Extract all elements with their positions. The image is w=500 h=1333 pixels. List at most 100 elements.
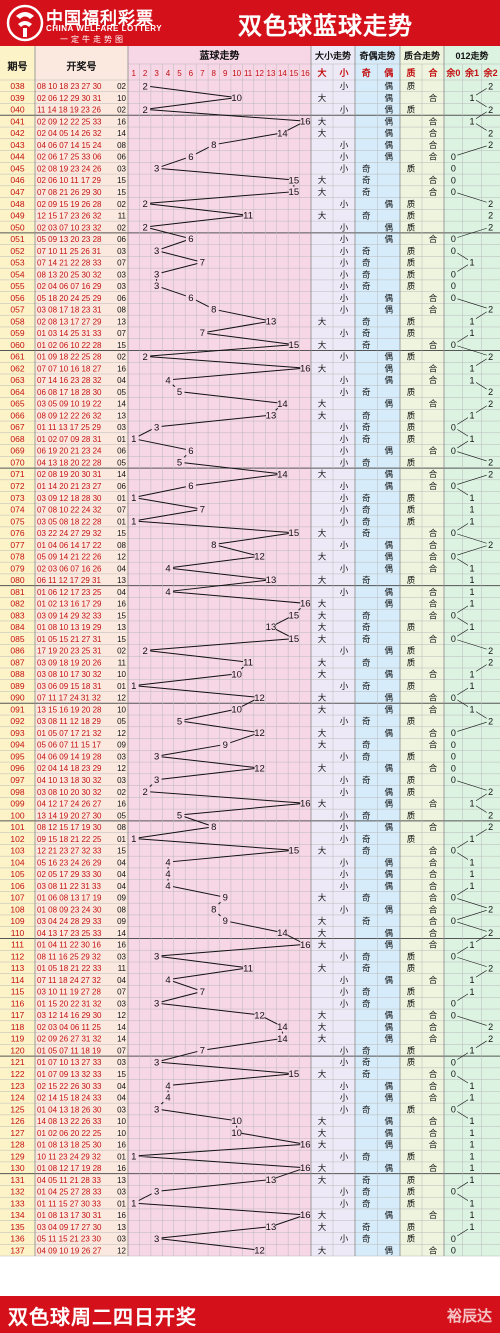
- grid-lines: [0, 46, 500, 1257]
- trend-point-label: 10: [231, 1116, 242, 1127]
- red-numbers-cell: 17 19 20 23 25 31: [37, 647, 102, 656]
- size-mark: 大: [318, 740, 327, 750]
- red-numbers-cell: 14 08 13 22 26 33: [37, 1117, 102, 1126]
- red-numbers-cell: 01 08 09 23 24 30: [37, 905, 102, 914]
- red-numbers-cell: 04 10 13 18 30 32: [37, 776, 102, 785]
- trend-point-bg: [265, 410, 276, 421]
- prime-mark: 质: [407, 622, 416, 632]
- blue-number-cell: 09: [117, 917, 126, 926]
- mod3-header: 012走势: [455, 50, 488, 61]
- prime-mark: 合: [429, 234, 438, 244]
- trend-point-label: 16: [300, 940, 311, 951]
- issue-cell: 051: [10, 234, 24, 244]
- header-banner: 中国福利彩票 CHINA WELFARE LOTTERY 一定牛走势图 双色球蓝…: [0, 0, 500, 46]
- trend-point-bg: [254, 727, 265, 738]
- size-mark: 大: [318, 469, 327, 479]
- red-numbers-cell: 06 11 12 17 29 31: [37, 576, 101, 585]
- parity-mark: 奇: [362, 740, 371, 750]
- mod3-point-bg: [449, 998, 458, 1009]
- size-mark: 小: [340, 810, 349, 820]
- prime-mark: 合: [429, 305, 438, 315]
- mod3-point-bg: [468, 433, 476, 444]
- trend-point-bg: [208, 139, 219, 150]
- size-mark: 大: [318, 1128, 327, 1138]
- prime-mark: 合: [429, 610, 438, 620]
- blue-number-cell: 15: [117, 341, 126, 350]
- trend-point-bg: [128, 492, 139, 503]
- red-numbers-cell: 05 09 14 21 22 26: [37, 553, 102, 562]
- trend-point-label: 7: [200, 1046, 205, 1057]
- blue-number-cell: 12: [117, 729, 126, 738]
- issue-cell: 087: [10, 657, 24, 667]
- trend-point-label: 14: [277, 128, 288, 139]
- blue-number-cell: 06: [117, 447, 126, 456]
- prime-mark: 质: [407, 998, 416, 1008]
- trend-point-bg: [243, 210, 254, 221]
- footer-banner: 双色球周二四日开奖 裕辰达: [0, 1296, 500, 1333]
- parity-mark: 奇: [362, 493, 371, 503]
- blue-number-cell: 07: [117, 329, 126, 338]
- trend-point-label: 16: [300, 1210, 311, 1221]
- issue-cell: 132: [10, 1187, 24, 1197]
- trend-point-label: 15: [289, 175, 300, 186]
- red-numbers-cell: 02 05 17 29 33 30: [37, 870, 102, 879]
- parity-mark: 偶: [384, 669, 393, 679]
- trend-tick-6: 6: [189, 69, 194, 78]
- trend-point-bg: [185, 480, 196, 491]
- trend-point-label: 10: [231, 93, 242, 104]
- blue-number-cell: 07: [117, 506, 126, 515]
- parity-mark: 偶: [384, 599, 393, 609]
- blue-number-cell: 03: [117, 423, 126, 432]
- size-mark: 大: [318, 1222, 327, 1232]
- numbers-header: 开奖号: [67, 60, 97, 73]
- parity-mark: 奇: [362, 516, 371, 526]
- mod3-trend-segment: [453, 779, 491, 792]
- issue-cell: 109: [10, 916, 24, 926]
- blue-number-cell: 13: [117, 1223, 126, 1232]
- red-numbers-cell: 04 06 09 14 19 28: [37, 752, 102, 761]
- prime-mark: 合: [429, 1128, 438, 1138]
- mod3-trend-segment: [453, 191, 491, 204]
- blue-number-cell: 06: [117, 235, 126, 244]
- issue-cell: 047: [10, 187, 24, 197]
- mod3-mark: 0: [451, 1010, 456, 1020]
- mod3-point-bg: [449, 280, 458, 291]
- size-mark: 大: [318, 928, 327, 938]
- parity-mark: 偶: [384, 469, 393, 479]
- size-mark: 大: [318, 93, 327, 103]
- mod3-point-bg: [468, 939, 476, 950]
- trend-point-bg: [208, 539, 219, 550]
- mod3-point-bg: [449, 1104, 458, 1114]
- parity-mark: 偶: [384, 1140, 393, 1150]
- blue-number-cell: 03: [117, 247, 126, 256]
- blue-number-cell: 14: [117, 1035, 126, 1044]
- blue-number-cell: 06: [117, 153, 126, 162]
- red-numbers-cell: 03 06 09 15 18 31: [37, 682, 102, 691]
- trend-point-bg: [231, 1115, 242, 1126]
- mod3-mark: 0: [451, 763, 456, 773]
- size-mark: 大: [318, 1022, 327, 1032]
- mod3-point-bg: [468, 374, 476, 385]
- prime-mark: 质: [407, 422, 416, 432]
- trend-tick-14: 14: [278, 69, 287, 78]
- issue-cell: 106: [10, 881, 24, 891]
- red-numbers-cell: 07 11 17 24 31 32: [37, 694, 101, 703]
- red-numbers-cell: 04 13 17 23 25 33: [37, 929, 102, 938]
- red-numbers-cell: 02 08 19 23 24 26: [37, 164, 102, 173]
- prime-mark: 质: [407, 516, 416, 526]
- trend-point-bg: [140, 222, 151, 232]
- blue-number-cell: 01: [117, 1199, 126, 1208]
- blue-number-cell: 07: [117, 1046, 126, 1055]
- prime-mark: 质: [407, 352, 416, 362]
- trend-point-bg: [140, 786, 151, 797]
- mod3-mark: 1: [469, 987, 474, 997]
- parity-mark: 奇: [362, 834, 371, 844]
- mod3-mark: 0: [451, 1104, 456, 1114]
- mod3-mark: 0: [451, 175, 456, 185]
- mod3-mark: 2: [488, 199, 493, 209]
- trend-point-label: 16: [300, 1140, 311, 1151]
- parity-mark: 偶: [384, 446, 393, 456]
- parity-mark: 偶: [384, 799, 393, 809]
- trend-point-bg: [288, 610, 299, 621]
- issue-cell: 038: [10, 81, 24, 91]
